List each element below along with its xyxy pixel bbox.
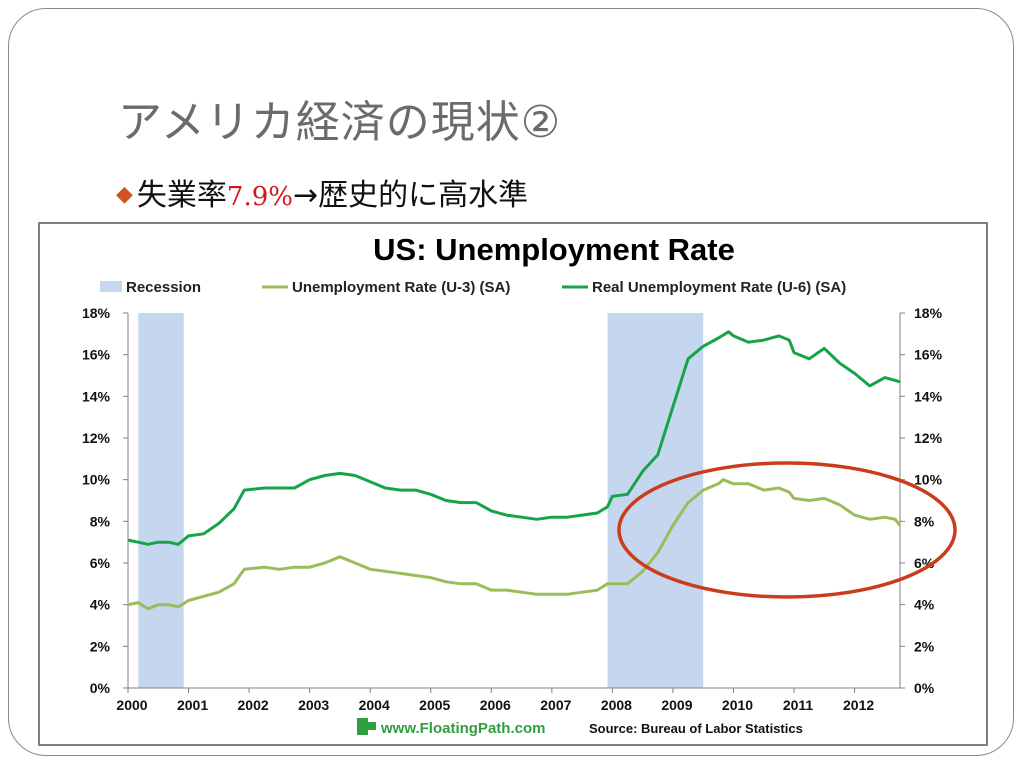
y-tick-label-right: 8% bbox=[914, 513, 935, 529]
legend-label: Unemployment Rate (U-3) (SA) bbox=[292, 279, 510, 296]
footer-source: Source: Bureau of Labor Statistics bbox=[589, 721, 803, 736]
recession-band bbox=[138, 313, 184, 688]
diamond-bullet-icon: ◆ bbox=[116, 182, 133, 207]
y-tick-label-left: 6% bbox=[90, 555, 111, 571]
y-tick-label-right: 12% bbox=[914, 430, 943, 446]
floatingpath-logo-icon-tab bbox=[368, 722, 376, 730]
slide-frame bbox=[8, 8, 1014, 756]
x-tick-label: 2007 bbox=[540, 697, 571, 713]
arrow-icon: → bbox=[292, 178, 319, 213]
x-tick-label: 2011 bbox=[783, 697, 814, 713]
y-tick-label-left: 8% bbox=[90, 513, 111, 529]
y-tick-label-right: 14% bbox=[914, 388, 943, 404]
footer-site: www.FloatingPath.com bbox=[380, 720, 545, 737]
highlight-ellipse bbox=[617, 461, 957, 599]
chart-title: US: Unemployment Rate bbox=[373, 232, 735, 267]
x-tick-label: 2005 bbox=[419, 697, 450, 713]
legend-label: Recession bbox=[126, 279, 201, 296]
recession-band bbox=[607, 313, 704, 688]
bullet-point: ◆ 失業率7.9%→歴史的に高水準 bbox=[116, 170, 528, 214]
y-tick-label-right: 10% bbox=[914, 472, 943, 488]
y-tick-label-right: 2% bbox=[914, 638, 935, 654]
y-tick-label-left: 18% bbox=[82, 305, 111, 321]
chart-container: US: Unemployment Rate Recession Unemployme… bbox=[38, 222, 988, 746]
y-tick-label-left: 4% bbox=[90, 597, 111, 613]
y-tick-label-left: 12% bbox=[82, 430, 111, 446]
bullet-prefix: 失業率 bbox=[136, 178, 227, 213]
x-tick-label: 2010 bbox=[722, 697, 753, 713]
u3-series-line bbox=[127, 478, 902, 611]
unemployment-chart: US: Unemployment Rate Recession Unemployme… bbox=[82, 232, 957, 737]
legend-label: Real Unemployment Rate (U-6) (SA) bbox=[592, 279, 846, 296]
bullet-suffix: 歴史的に高水準 bbox=[318, 178, 529, 213]
slide-title: アメリカ経済の現状② bbox=[118, 97, 562, 148]
floatingpath-logo-icon bbox=[357, 718, 368, 735]
y-tick-label-right: 4% bbox=[914, 597, 935, 613]
legend-recession-swatch bbox=[100, 281, 122, 292]
x-tick-label: 2002 bbox=[238, 697, 269, 713]
y-tick-label-right: 0% bbox=[914, 680, 935, 696]
y-tick-label-left: 10% bbox=[82, 472, 111, 488]
x-tick-label: 2009 bbox=[661, 697, 692, 713]
y-tick-label-left: 14% bbox=[82, 388, 111, 404]
x-tick-label: 2003 bbox=[298, 697, 329, 713]
y-tick-label-right: 18% bbox=[914, 305, 943, 321]
x-tick-label: 2001 bbox=[177, 697, 208, 713]
bullet-highlight-value: 7.9% bbox=[226, 182, 293, 212]
y-tick-label-right: 16% bbox=[914, 347, 943, 363]
x-tick-label: 2006 bbox=[480, 697, 511, 713]
x-tick-label: 2004 bbox=[359, 697, 390, 713]
u6-series-line bbox=[127, 330, 901, 546]
y-tick-label-left: 16% bbox=[82, 347, 111, 363]
x-tick-label: 2008 bbox=[601, 697, 632, 713]
x-tick-label: 2012 bbox=[843, 697, 874, 713]
y-tick-label-left: 0% bbox=[90, 680, 111, 696]
y-tick-label-left: 2% bbox=[90, 638, 111, 654]
x-tick-label: 2000 bbox=[116, 697, 147, 713]
